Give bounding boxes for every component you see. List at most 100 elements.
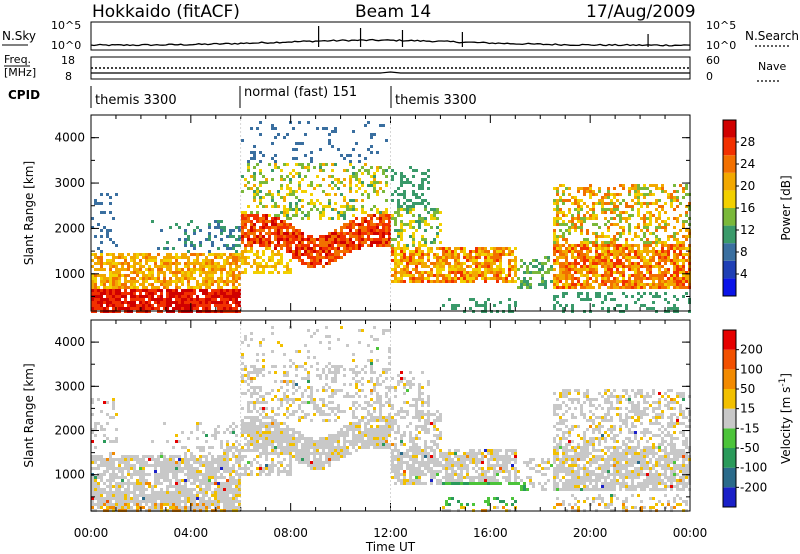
heatmap-cell	[538, 268, 541, 271]
heatmap-cell	[331, 163, 334, 166]
heatmap-cell	[160, 262, 163, 265]
heatmap-cell	[214, 500, 217, 503]
heatmap-cell	[229, 470, 232, 473]
heatmap-cell	[307, 449, 310, 452]
heatmap-cell	[214, 503, 217, 506]
heatmap-cell	[592, 280, 595, 283]
heatmap-cell	[622, 271, 625, 274]
heatmap-cell	[334, 178, 337, 181]
heatmap-cell	[286, 217, 289, 220]
heatmap-cell	[595, 217, 598, 220]
heatmap-cell	[286, 425, 289, 428]
heatmap-cell	[139, 500, 142, 503]
heatmap-cell	[259, 344, 262, 347]
heatmap-cell	[238, 479, 241, 482]
heatmap-cell	[394, 259, 397, 262]
heatmap-cell	[679, 202, 682, 205]
heatmap-cell	[649, 277, 652, 280]
heatmap-cell	[436, 253, 439, 256]
heatmap-cell	[328, 250, 331, 253]
heatmap-cell	[643, 226, 646, 229]
heatmap-cell	[424, 178, 427, 181]
heatmap-cell	[139, 298, 142, 301]
heatmap-cell	[274, 268, 277, 271]
heatmap-cell	[178, 295, 181, 298]
heatmap-cell	[109, 464, 112, 467]
heatmap-cell	[106, 500, 109, 503]
heatmap-cell	[301, 142, 304, 145]
heatmap-cell	[412, 190, 415, 193]
heatmap-cell	[628, 253, 631, 256]
heatmap-cell	[274, 220, 277, 223]
heatmap-cell	[451, 304, 454, 307]
heatmap-cell	[262, 244, 265, 247]
heatmap-cell	[244, 178, 247, 181]
heatmap-cell	[658, 295, 661, 298]
heatmap-cell	[490, 262, 493, 265]
heatmap-cell	[277, 443, 280, 446]
heatmap-cell	[226, 500, 229, 503]
heatmap-cell	[283, 365, 286, 368]
heatmap-cell	[676, 253, 679, 256]
heatmap-cell	[259, 368, 262, 371]
heatmap-cell	[568, 265, 571, 268]
heatmap-cell	[556, 235, 559, 238]
heatmap-cell	[583, 262, 586, 265]
heatmap-cell	[574, 286, 577, 289]
heatmap-cell	[283, 265, 286, 268]
heatmap-cell	[133, 256, 136, 259]
heatmap-cell	[412, 226, 415, 229]
heatmap-cell	[589, 283, 592, 286]
heatmap-cell	[373, 184, 376, 187]
heatmap-cell	[334, 184, 337, 187]
heatmap-cell	[391, 274, 394, 277]
heatmap-cell	[256, 238, 259, 241]
heatmap-cell	[169, 271, 172, 274]
heatmap-cell	[190, 253, 193, 256]
heatmap-cell	[646, 211, 649, 214]
heatmap-cell	[94, 467, 97, 470]
heatmap-cell	[487, 259, 490, 262]
heatmap-cell	[571, 220, 574, 223]
heatmap-cell	[679, 280, 682, 283]
heatmap-cell	[295, 398, 298, 401]
heatmap-cell	[256, 268, 259, 271]
heatmap-cell	[163, 277, 166, 280]
heatmap-cell	[376, 169, 379, 172]
heatmap-cell	[241, 419, 244, 422]
heatmap-cell	[202, 491, 205, 494]
heatmap-cell	[589, 298, 592, 301]
heatmap-cell	[247, 232, 250, 235]
heatmap-cell	[658, 199, 661, 202]
heatmap-cell	[124, 259, 127, 262]
heatmap-cell	[250, 244, 253, 247]
heatmap-cell	[583, 187, 586, 190]
heatmap-cell	[355, 247, 358, 250]
heatmap-cell	[424, 172, 427, 175]
heatmap-cell	[382, 190, 385, 193]
heatmap-cell	[241, 449, 244, 452]
heatmap-cell	[286, 271, 289, 274]
heatmap-cell	[181, 271, 184, 274]
heatmap-cell	[238, 503, 241, 506]
heatmap-cell	[310, 386, 313, 389]
heatmap-cell	[205, 482, 208, 485]
heatmap-cell	[286, 214, 289, 217]
heatmap-cell	[616, 262, 619, 265]
heatmap-cell	[169, 455, 172, 458]
heatmap-cell	[508, 304, 511, 307]
heatmap-cell	[430, 247, 433, 250]
heatmap-cell	[637, 274, 640, 277]
heatmap-cell	[130, 283, 133, 286]
heatmap-cell	[667, 253, 670, 256]
heatmap-cell	[139, 253, 142, 256]
heatmap-cell	[640, 205, 643, 208]
heatmap-cell	[124, 467, 127, 470]
heatmap-cell	[454, 277, 457, 280]
heatmap-cell	[292, 398, 295, 401]
heatmap-cell	[280, 235, 283, 238]
heatmap-cell	[97, 301, 100, 304]
heatmap-cell	[160, 467, 163, 470]
heatmap-cell	[286, 431, 289, 434]
heatmap-cell	[493, 247, 496, 250]
